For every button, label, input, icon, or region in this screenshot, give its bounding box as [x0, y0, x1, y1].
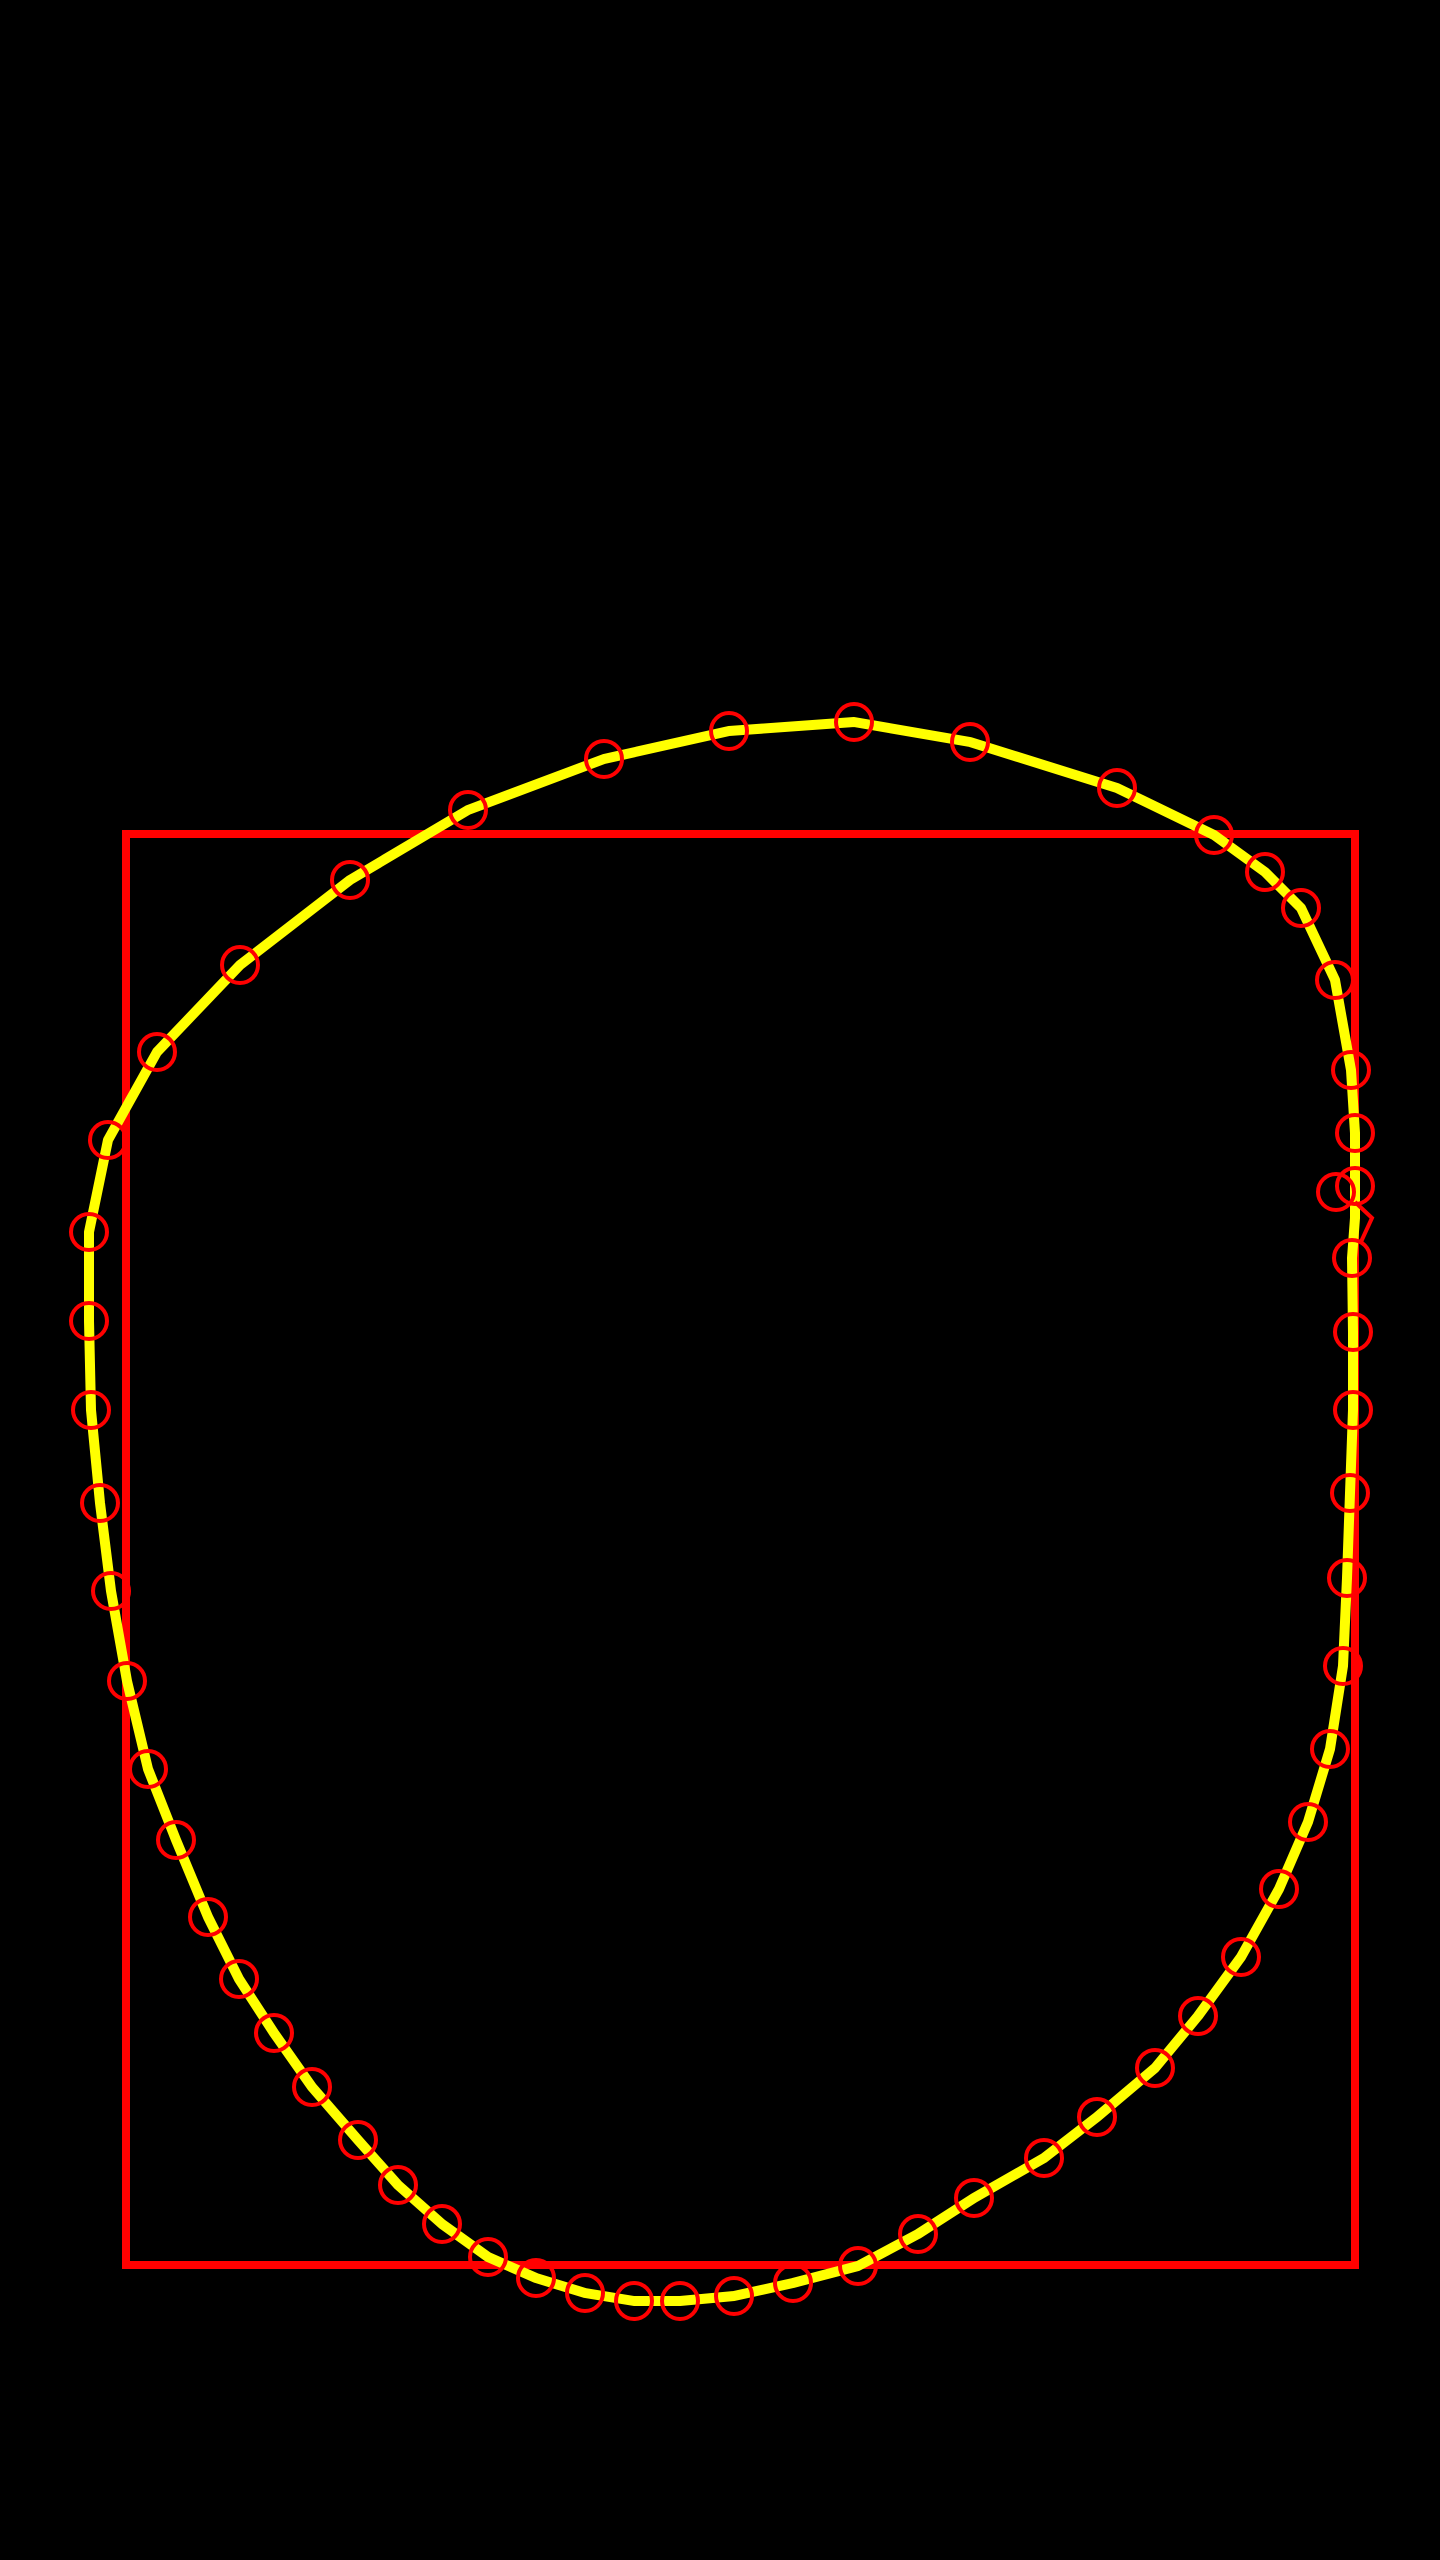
contour-point-markers	[69, 702, 1375, 2321]
contour-point-marker	[1077, 2097, 1117, 2137]
contour-point-marker	[1024, 2138, 1064, 2178]
contour-point-marker	[338, 2120, 378, 2160]
contour-point-marker	[378, 2165, 418, 2205]
contour-point-marker	[1335, 1113, 1375, 1153]
contour-point-marker	[954, 2178, 994, 2218]
contour-point-marker	[1331, 1050, 1371, 1090]
contour-point-marker	[660, 2281, 700, 2321]
contour-point-marker	[614, 2281, 654, 2321]
contour-point-marker	[1315, 960, 1355, 1000]
contour-point-marker	[1332, 1238, 1372, 1278]
contour-point-marker	[1221, 1937, 1261, 1977]
contour-point-marker	[1333, 1390, 1373, 1430]
contour-point-marker	[516, 2258, 556, 2298]
contour-point-marker	[1323, 1646, 1363, 1686]
contour-point-marker	[1194, 815, 1234, 855]
contour-point-marker	[220, 945, 260, 985]
contour-point-marker	[219, 1959, 259, 1999]
contour-point-marker	[1333, 1312, 1373, 1352]
contour-point-marker	[91, 1571, 131, 1611]
contour-point-marker	[584, 739, 624, 779]
contour-point-marker	[137, 1032, 177, 1072]
contour-point-marker	[292, 2067, 332, 2107]
contour-point-marker	[468, 2237, 508, 2277]
contour-point-marker	[1310, 1729, 1350, 1769]
contour-point-marker	[565, 2273, 605, 2313]
contour-point-marker	[80, 1483, 120, 1523]
contour-point-marker	[69, 1301, 109, 1341]
contour-point-marker	[1135, 2048, 1175, 2088]
contour-point-marker	[838, 2246, 878, 2286]
contour-point-marker	[773, 2263, 813, 2303]
contour-point-marker	[950, 722, 990, 762]
contour-point-marker	[188, 1897, 228, 1937]
contour-point-marker	[714, 2276, 754, 2316]
contour-point-marker	[128, 1749, 168, 1789]
contour-point-marker	[1316, 1172, 1356, 1212]
contour-point-marker	[330, 860, 370, 900]
contour-point-marker	[448, 790, 488, 830]
contour-point-marker	[254, 2013, 294, 2053]
contour-point-marker	[1097, 768, 1137, 808]
contour-point-marker	[709, 711, 749, 751]
contour-point-marker	[1330, 1473, 1370, 1513]
contour-point-marker	[88, 1120, 128, 1160]
contour-point-marker	[1245, 852, 1285, 892]
contour-end-marker	[1353, 1200, 1375, 1245]
contour-point-marker	[422, 2204, 462, 2244]
contour-point-marker	[71, 1390, 111, 1430]
contour-point-marker	[834, 702, 874, 742]
contour-point-marker	[1259, 1869, 1299, 1909]
contour-point-marker	[1281, 888, 1321, 928]
contour-point-marker	[107, 1661, 147, 1701]
bounding-box	[122, 830, 1359, 2269]
contour-point-marker	[898, 2214, 938, 2254]
contour-point-marker	[1288, 1802, 1328, 1842]
contour-point-marker	[1327, 1558, 1367, 1598]
contour-point-marker	[1178, 1996, 1218, 2036]
contour-point-marker	[156, 1820, 196, 1860]
contour-point-marker	[69, 1212, 109, 1252]
